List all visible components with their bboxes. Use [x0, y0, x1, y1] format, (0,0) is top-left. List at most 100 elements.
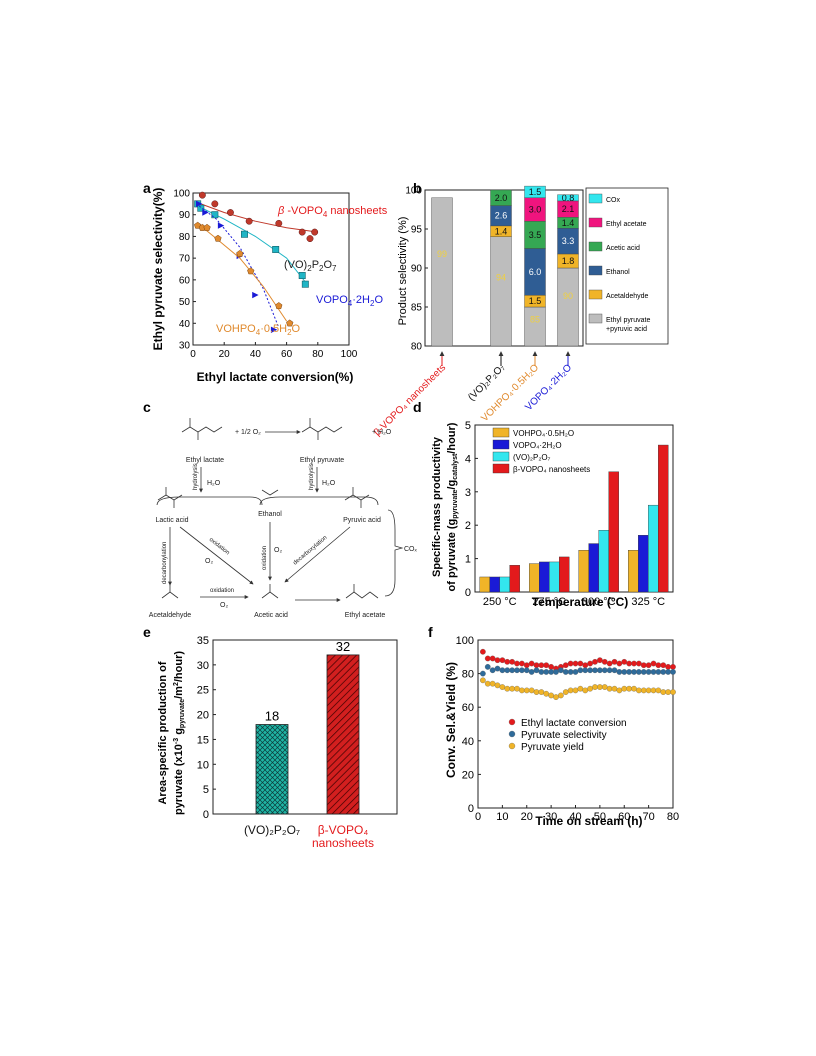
panel-f-ytick-label: 100	[456, 635, 474, 647]
panel-d-bar	[529, 563, 540, 593]
panel-f-point	[582, 687, 589, 694]
label-oxidation-2: oxidation	[262, 546, 268, 570]
panel-a-point	[245, 217, 253, 225]
panel-e-ylabel-line2: pyruvate (x10-3 gpyruvate/m2/hour)	[173, 651, 186, 815]
panel-a-point	[196, 200, 203, 208]
panel-f-xtick-label: 80	[667, 811, 679, 823]
panel-f-point	[611, 685, 618, 692]
panel-f-point	[587, 660, 593, 667]
panel-f-point	[650, 687, 657, 694]
panel-a-ytick-label: 100	[173, 189, 190, 200]
panel-a-point	[217, 222, 225, 229]
panel-b-value-label: 2.1	[562, 204, 575, 214]
compound-lactic-acid: Lactic acid	[155, 517, 188, 524]
panel-b-legend-label: Acetaldehyde	[606, 293, 649, 300]
panel-f-xtick-label: 20	[521, 811, 533, 823]
panel-d-xtick-label: 325 °C	[631, 596, 665, 608]
panel-a-series-label: β -VOPO4 nanosheets	[277, 205, 388, 219]
panel-f-point	[587, 685, 593, 692]
panel-a-point	[226, 209, 234, 216]
panel-b-bar-segment	[490, 189, 512, 206]
panel-f-point	[572, 660, 579, 667]
label-h2o-right: H₂O	[322, 480, 336, 487]
panel-b-legend-swatch	[588, 313, 603, 324]
panel-f-point	[480, 648, 486, 655]
panel-b-value-label: 0.8	[562, 193, 575, 203]
panel-f-point	[523, 687, 530, 694]
label-o2-1: O₂	[205, 558, 213, 565]
panel-letter-c: c	[143, 399, 151, 415]
panel-f-point	[509, 658, 515, 665]
panel-b-category-label: β-VOPO₄ nanosheets	[372, 362, 448, 438]
acetaldehyde-structure	[161, 584, 179, 599]
panel-f-xtick-label: 70	[643, 811, 655, 823]
panel-f-point	[567, 660, 574, 667]
panel-d-ytick-label: 4	[465, 453, 471, 465]
panel-d-bar	[598, 530, 609, 593]
panel-f-point	[489, 680, 496, 687]
panel-e-ytick-label: 35	[197, 635, 209, 647]
arrow-decarboxylation	[284, 526, 351, 583]
panel-f-point	[519, 667, 525, 674]
panel-f-point	[606, 667, 613, 674]
panel-f-point	[543, 690, 550, 697]
panel-f-ytick-label: 60	[462, 702, 474, 714]
panel-f-point	[533, 689, 540, 695]
panel-d-xlabel: Temperature (°C)	[532, 595, 629, 609]
panel-a-ytick-label: 50	[179, 297, 191, 308]
panel-f-point	[616, 687, 623, 694]
panel-f-point	[660, 689, 667, 695]
panel-f-point	[489, 667, 496, 674]
panel-d-legend-swatch	[492, 427, 510, 438]
panel-d-bar	[539, 561, 550, 593]
panel-a-point	[247, 267, 255, 275]
panel-f-point	[528, 669, 535, 675]
panel-a-point	[252, 291, 259, 299]
panel-f-point	[567, 669, 574, 675]
panel-f-point	[655, 662, 662, 669]
panel-f-point	[558, 692, 564, 699]
panel-f-xtick-label: 0	[475, 811, 481, 823]
ethyl-lactate-structure	[181, 418, 223, 440]
panel-d-plot-frame	[474, 424, 674, 593]
panel-a-point	[197, 204, 205, 212]
panel-f-ytick-label: 40	[462, 736, 474, 748]
panel-f-point	[670, 689, 676, 695]
panel-a-chart: 0 20 40 60 80 100 30 40 50 60 70 80 90 100 β -VOPO4 na…	[151, 188, 388, 384]
panel-f-point	[567, 687, 574, 694]
panel-b-value-label: 99	[437, 249, 447, 259]
panel-f-point	[489, 655, 496, 662]
panel-f-xtick-label: 50	[594, 811, 606, 823]
panel-f-point	[616, 669, 623, 675]
panel-d-chart: 0 1 2 3 4 5 250 °C 275 °C 300 °C 325 °C VOHPO₄·0.5…	[431, 420, 674, 609]
reaction-scheme: Ethyl lactate + 1/2 O₂ Ethyl pyruvate + …	[149, 418, 418, 619]
panel-d-bar	[608, 471, 619, 593]
panel-d-legend-label: β-VOPO₄ nanosheets	[513, 465, 590, 474]
panel-f-point	[499, 684, 506, 690]
label-h2o-left: H₂O	[207, 480, 221, 487]
panel-b-legend-label: +pyruvic acid	[606, 326, 647, 333]
panel-b-legend-label: Ethyl pyruvate	[606, 317, 650, 324]
panel-f-point	[543, 669, 550, 675]
ethanol-structure	[261, 489, 279, 496]
panel-b-ytick-label: 80	[411, 342, 423, 353]
panel-d-legend-label: (VO)₂P₂O₇	[513, 453, 551, 462]
panel-b-bar-segment	[557, 267, 579, 347]
panel-f-point	[601, 667, 608, 674]
panel-f-point	[509, 685, 515, 692]
label-oxidation-3: oxidation	[210, 588, 234, 594]
panel-a-series-label: (VO)2P2O7	[284, 259, 337, 273]
panel-f-point	[597, 657, 603, 664]
panel-f-point	[572, 687, 579, 694]
panel-a-series-label: VOPO4·2H2O	[316, 294, 383, 308]
panel-f-point	[504, 685, 511, 692]
label-o2-3: O₂	[220, 602, 228, 609]
panel-f-point	[626, 660, 632, 667]
panel-e-ytick-label: 25	[197, 685, 209, 697]
panel-b-value-label: 94	[496, 272, 506, 282]
panel-a-xtick-label: 40	[250, 349, 262, 360]
panel-d-bar	[499, 576, 510, 593]
panel-a-xtick-label: 100	[341, 349, 358, 360]
panel-e-value-label: 32	[336, 639, 350, 654]
panel-f-point	[562, 669, 569, 675]
